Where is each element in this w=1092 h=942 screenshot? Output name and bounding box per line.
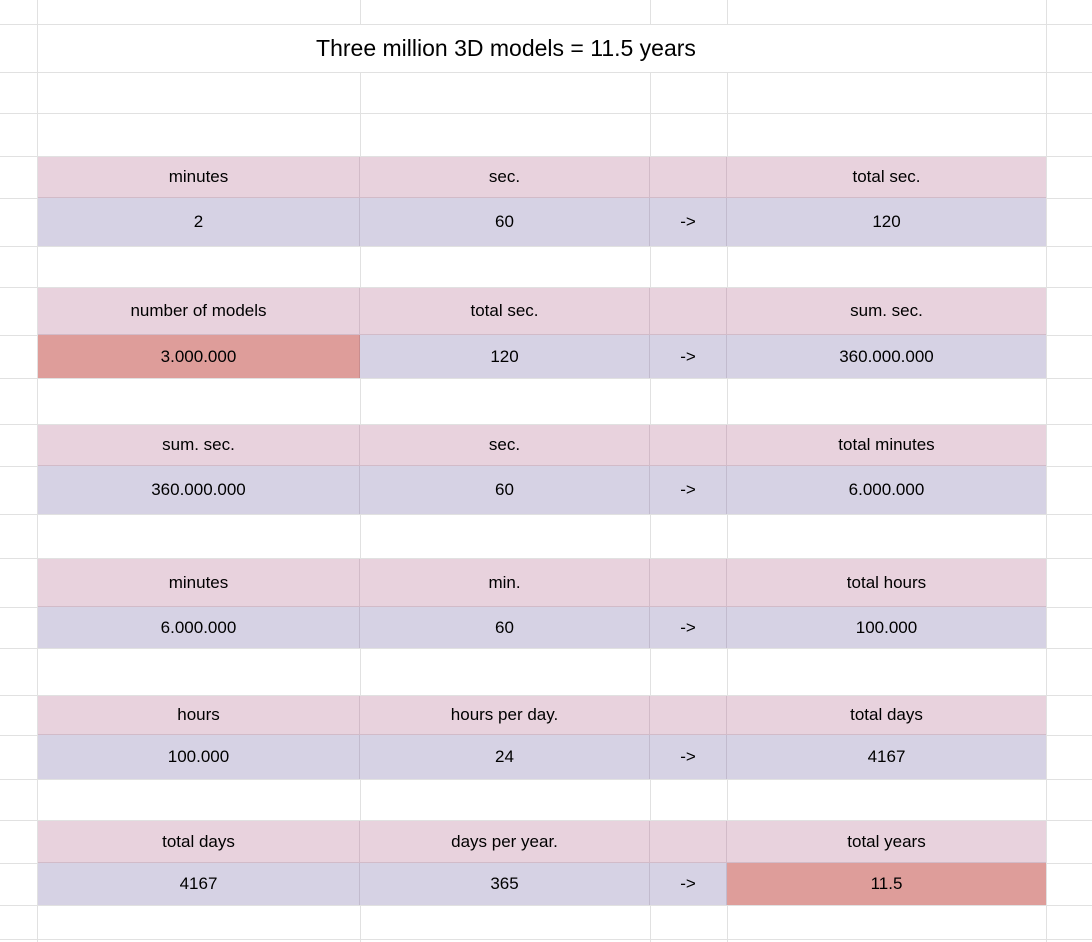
header-cell-col1[interactable]: number of models [38,288,360,335]
header-row: hours hours per day. total days [38,696,1046,735]
value-cell-col2[interactable]: 24 [360,735,650,779]
value-cell-col2[interactable]: 60 [360,466,650,514]
header-cell-spacer[interactable] [650,696,727,735]
header-cell-col2[interactable]: days per year. [360,821,650,863]
header-cell-spacer[interactable] [650,425,727,466]
value-cell-result[interactable]: 360.000.000 [727,335,1046,378]
value-cell-result-highlighted[interactable]: 11.5 [727,863,1046,905]
header-cell-spacer[interactable] [650,559,727,607]
title-cell[interactable]: Three million 3D models = 11.5 years [38,25,1046,72]
value-cell-result[interactable]: 120 [727,198,1046,246]
value-cell-col1[interactable]: 6.000.000 [38,607,360,648]
header-row: number of models total sec. sum. sec. [38,288,1046,335]
value-cell-result[interactable]: 100.000 [727,607,1046,648]
value-row: 3.000.000 120 -> 360.000.000 [38,335,1046,378]
header-cell-result[interactable]: sum. sec. [727,288,1046,335]
header-cell-spacer[interactable] [650,157,727,198]
sheet-title: Three million 3D models = 11.5 years [316,35,696,61]
calc-block-5: hours hours per day. total days 100.000 … [38,696,1046,779]
value-row: 100.000 24 -> 4167 [38,735,1046,779]
value-row: 360.000.000 60 -> 6.000.000 [38,466,1046,514]
value-cell-result[interactable]: 4167 [727,735,1046,779]
arrow-cell[interactable]: -> [650,335,727,378]
calc-block-3: sum. sec. sec. total minutes 360.000.000… [38,425,1046,514]
gridline [0,695,1092,696]
header-cell-spacer[interactable] [650,288,727,335]
gridline [0,514,1092,515]
gridline [0,558,1092,559]
gridline [0,113,1092,114]
gridline [0,72,1092,73]
value-cell-col2[interactable]: 365 [360,863,650,905]
arrow-cell[interactable]: -> [650,466,727,514]
gridline [0,424,1092,425]
header-cell-result[interactable]: total days [727,696,1046,735]
gridline [0,246,1092,247]
value-cell-col1-highlighted[interactable]: 3.000.000 [38,335,360,378]
gridline [0,24,1092,25]
calc-block-1: minutes sec. total sec. 2 60 -> 120 [38,157,1046,246]
arrow-cell[interactable]: -> [650,198,727,246]
header-cell-col2[interactable]: sec. [360,157,650,198]
value-cell-col1[interactable]: 2 [38,198,360,246]
calc-block-6: total days days per year. total years 41… [38,821,1046,905]
header-cell-col1[interactable]: hours [38,696,360,735]
header-cell-result[interactable]: total hours [727,559,1046,607]
header-row: minutes min. total hours [38,559,1046,607]
value-cell-col1[interactable]: 100.000 [38,735,360,779]
header-cell-col2[interactable]: sec. [360,425,650,466]
value-row: 2 60 -> 120 [38,198,1046,246]
arrow-cell[interactable]: -> [650,863,727,905]
gridline [0,905,1092,906]
header-row: minutes sec. total sec. [38,157,1046,198]
value-cell-col2[interactable]: 120 [360,335,650,378]
value-row: 4167 365 -> 11.5 [38,863,1046,905]
gridline [0,648,1092,649]
header-cell-col1[interactable]: minutes [38,559,360,607]
gridline [0,779,1092,780]
arrow-cell[interactable]: -> [650,607,727,648]
gridline [0,939,1092,940]
gridline [0,820,1092,821]
gridline [1046,0,1047,942]
header-cell-col2[interactable]: min. [360,559,650,607]
header-cell-result[interactable]: total minutes [727,425,1046,466]
header-row: sum. sec. sec. total minutes [38,425,1046,466]
value-cell-col2[interactable]: 60 [360,198,650,246]
header-cell-col2[interactable]: hours per day. [360,696,650,735]
header-cell-col1[interactable]: minutes [38,157,360,198]
header-cell-col2[interactable]: total sec. [360,288,650,335]
value-cell-result[interactable]: 6.000.000 [727,466,1046,514]
value-cell-col1[interactable]: 360.000.000 [38,466,360,514]
gridline [0,156,1092,157]
header-cell-result[interactable]: total sec. [727,157,1046,198]
calc-block-2: number of models total sec. sum. sec. 3.… [38,288,1046,378]
gridline [0,287,1092,288]
gridline [37,0,38,942]
header-row: total days days per year. total years [38,821,1046,863]
header-cell-col1[interactable]: sum. sec. [38,425,360,466]
value-cell-col1[interactable]: 4167 [38,863,360,905]
header-cell-spacer[interactable] [650,821,727,863]
calc-block-4: minutes min. total hours 6.000.000 60 ->… [38,559,1046,648]
gridline [0,378,1092,379]
value-row: 6.000.000 60 -> 100.000 [38,607,1046,648]
arrow-cell[interactable]: -> [650,735,727,779]
value-cell-col2[interactable]: 60 [360,607,650,648]
header-cell-result[interactable]: total years [727,821,1046,863]
header-cell-col1[interactable]: total days [38,821,360,863]
